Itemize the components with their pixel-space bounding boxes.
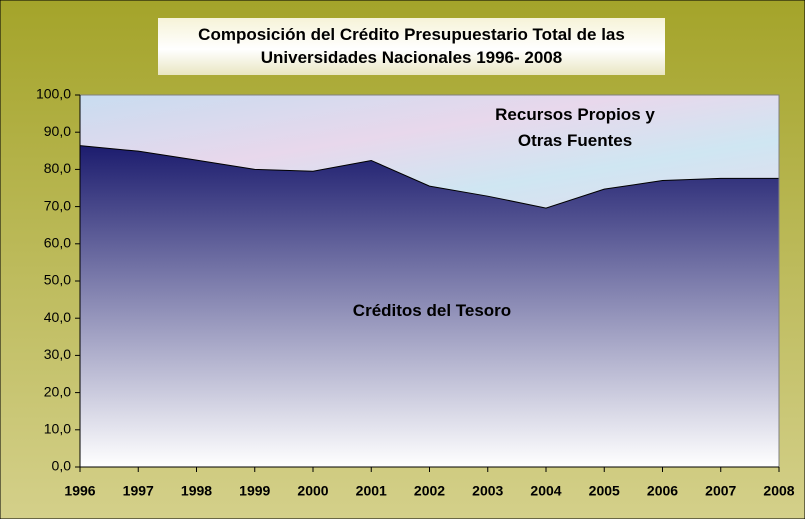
area-label: Recursos Propios y Otras Fuentes [495,105,655,150]
y-tick-label: 20,0 [44,383,71,399]
x-tick-label: 2004 [530,483,561,499]
x-tick-label: 2001 [356,483,387,499]
area [80,95,779,209]
x-tick-label: 2003 [472,483,503,499]
boundary-line [79,145,779,209]
chart-title: Composición del Crédito Presupuestario T… [158,18,665,75]
y-tick-label: 40,0 [44,309,71,325]
y-tick-label: 50,0 [44,272,71,288]
y-tick-label: 100,0 [36,86,71,102]
y-tick-label: 90,0 [44,123,71,139]
y-tick-label: 0,0 [52,458,72,474]
y-tick-label: 70,0 [44,197,71,213]
y-tick-label: 80,0 [44,160,71,176]
x-tick-label: 1999 [239,483,270,499]
x-tick-label: 2002 [414,483,445,499]
x-tick-label: 1997 [123,483,154,499]
x-tick-label: 2008 [763,483,794,499]
y-tick-label: 10,0 [44,421,71,437]
x-tick-label: 2007 [705,483,736,499]
area [80,145,779,468]
x-tick-label: 2006 [647,483,678,499]
x-tick-label: 1998 [181,483,212,499]
x-tick-label: 2005 [589,483,620,499]
area-label: Créditos del Tesoro [352,301,512,320]
y-tick-label: 60,0 [44,235,71,251]
x-tick-label: 1996 [64,483,95,499]
x-tick-label: 2000 [297,483,328,499]
y-tick-label: 30,0 [44,346,71,362]
